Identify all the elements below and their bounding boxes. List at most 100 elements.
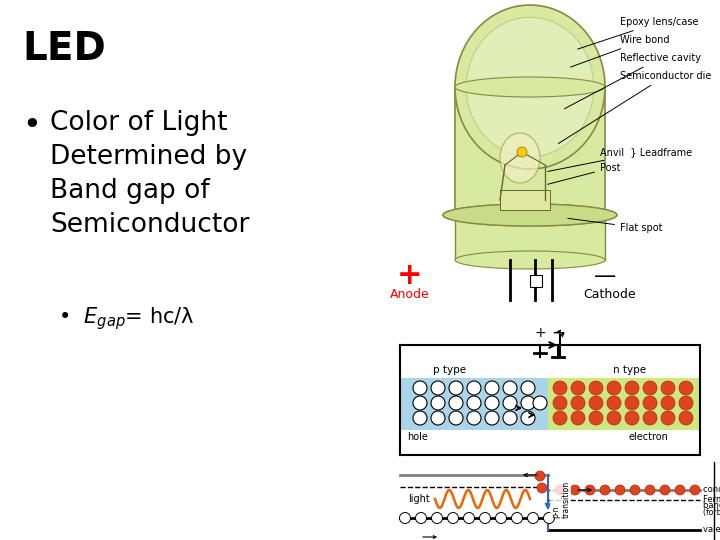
Text: Cathode: Cathode bbox=[584, 288, 636, 301]
Text: Flat spot: Flat spot bbox=[568, 218, 662, 233]
Circle shape bbox=[643, 396, 657, 410]
Circle shape bbox=[555, 485, 565, 495]
Circle shape bbox=[607, 396, 621, 410]
Circle shape bbox=[589, 411, 603, 425]
Text: p-n
transition: p-n transition bbox=[551, 481, 570, 517]
Circle shape bbox=[431, 512, 443, 523]
Text: Fermi level: Fermi level bbox=[703, 496, 720, 504]
Circle shape bbox=[661, 396, 675, 410]
Text: −: − bbox=[551, 324, 565, 342]
Circle shape bbox=[690, 485, 700, 495]
Circle shape bbox=[615, 485, 625, 495]
Circle shape bbox=[585, 485, 595, 495]
Circle shape bbox=[675, 485, 685, 495]
Bar bbox=[455, 87, 605, 215]
Circle shape bbox=[448, 512, 459, 523]
Text: hole: hole bbox=[408, 432, 428, 442]
Circle shape bbox=[679, 411, 693, 425]
Circle shape bbox=[413, 396, 427, 410]
Text: band gap: band gap bbox=[703, 501, 720, 510]
Text: •  $E_{gap}$= hc/λ: • $E_{gap}$= hc/λ bbox=[58, 305, 194, 332]
Bar bbox=[455, 215, 605, 260]
Text: electron: electron bbox=[628, 432, 668, 442]
Ellipse shape bbox=[500, 133, 540, 183]
Circle shape bbox=[517, 147, 527, 157]
Circle shape bbox=[413, 411, 427, 425]
Circle shape bbox=[645, 485, 655, 495]
Text: —: — bbox=[594, 266, 616, 286]
Circle shape bbox=[449, 411, 463, 425]
Text: Semiconductor die: Semiconductor die bbox=[558, 71, 711, 144]
Bar bbox=[530, 275, 542, 287]
Circle shape bbox=[571, 396, 585, 410]
Circle shape bbox=[661, 381, 675, 395]
Circle shape bbox=[431, 411, 445, 425]
Circle shape bbox=[553, 381, 567, 395]
Ellipse shape bbox=[443, 204, 617, 226]
Circle shape bbox=[553, 396, 567, 410]
Text: valence band: valence band bbox=[703, 525, 720, 535]
Text: Wire bond: Wire bond bbox=[571, 35, 670, 67]
Circle shape bbox=[503, 396, 517, 410]
Text: conduction band: conduction band bbox=[703, 485, 720, 495]
Circle shape bbox=[503, 381, 517, 395]
Circle shape bbox=[600, 485, 610, 495]
Ellipse shape bbox=[467, 17, 594, 157]
Ellipse shape bbox=[455, 77, 605, 97]
Circle shape bbox=[589, 381, 603, 395]
Circle shape bbox=[431, 396, 445, 410]
Text: LED: LED bbox=[22, 30, 106, 68]
Text: Post: Post bbox=[548, 163, 621, 184]
Circle shape bbox=[485, 396, 499, 410]
Text: Reflective cavity: Reflective cavity bbox=[564, 53, 701, 109]
Text: Epoxy lens/case: Epoxy lens/case bbox=[577, 17, 698, 49]
Ellipse shape bbox=[443, 204, 617, 226]
Circle shape bbox=[643, 381, 657, 395]
Circle shape bbox=[480, 512, 490, 523]
Text: Color of Light
Determined by
Band gap of
Semiconductor: Color of Light Determined by Band gap of… bbox=[50, 110, 249, 238]
Text: light: light bbox=[408, 494, 430, 504]
Circle shape bbox=[679, 381, 693, 395]
Circle shape bbox=[544, 512, 554, 523]
Circle shape bbox=[413, 381, 427, 395]
Circle shape bbox=[485, 411, 499, 425]
Circle shape bbox=[503, 411, 517, 425]
Circle shape bbox=[589, 396, 603, 410]
Circle shape bbox=[400, 512, 410, 523]
Circle shape bbox=[571, 411, 585, 425]
Text: Anvil  } Leadframe: Anvil } Leadframe bbox=[548, 147, 692, 172]
Circle shape bbox=[625, 411, 639, 425]
Circle shape bbox=[464, 512, 474, 523]
Ellipse shape bbox=[455, 5, 605, 169]
Circle shape bbox=[535, 471, 545, 481]
Ellipse shape bbox=[455, 251, 605, 269]
Bar bbox=[400, 378, 548, 430]
Text: •: • bbox=[22, 110, 41, 141]
Circle shape bbox=[570, 485, 580, 495]
Circle shape bbox=[467, 381, 481, 395]
Circle shape bbox=[679, 396, 693, 410]
Circle shape bbox=[521, 381, 535, 395]
Text: p type: p type bbox=[433, 365, 467, 375]
Circle shape bbox=[571, 381, 585, 395]
Circle shape bbox=[431, 381, 445, 395]
Circle shape bbox=[630, 485, 640, 495]
Circle shape bbox=[607, 411, 621, 425]
Circle shape bbox=[467, 411, 481, 425]
Circle shape bbox=[521, 411, 535, 425]
Circle shape bbox=[528, 512, 539, 523]
Text: n type: n type bbox=[613, 365, 647, 375]
Circle shape bbox=[415, 512, 426, 523]
Text: Anode: Anode bbox=[390, 288, 430, 301]
Bar bbox=[500, 190, 550, 210]
Circle shape bbox=[660, 485, 670, 495]
Circle shape bbox=[533, 396, 547, 410]
Circle shape bbox=[511, 512, 523, 523]
Circle shape bbox=[643, 411, 657, 425]
Circle shape bbox=[625, 381, 639, 395]
Text: (forbidden band): (forbidden band) bbox=[703, 509, 720, 517]
Circle shape bbox=[449, 396, 463, 410]
Circle shape bbox=[467, 396, 481, 410]
Circle shape bbox=[521, 396, 535, 410]
Circle shape bbox=[607, 381, 621, 395]
